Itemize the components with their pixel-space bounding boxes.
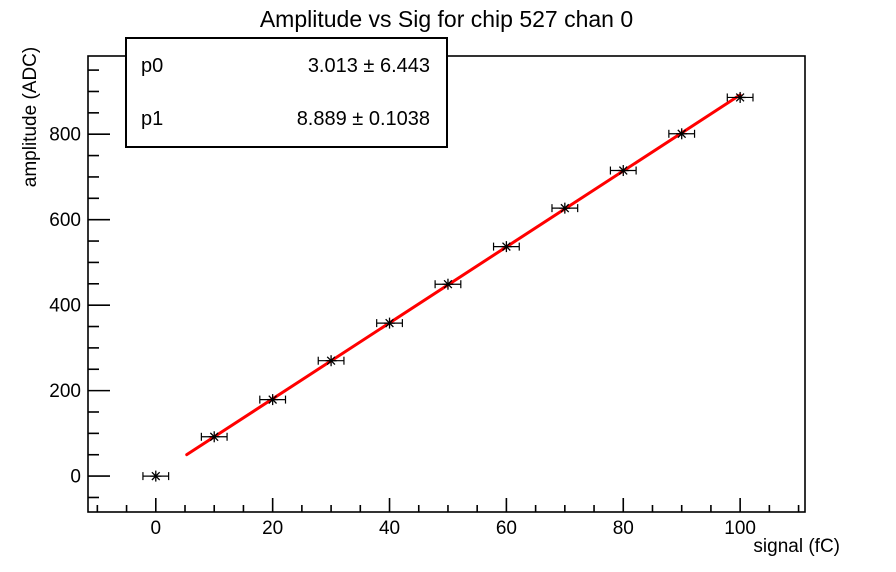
y-axis-tick-label: 400 [49, 296, 81, 317]
x-axis-tick-label: 60 [496, 518, 517, 539]
x-axis-tick-label: 0 [150, 518, 161, 539]
data-point [259, 394, 287, 406]
marker-asterisk [677, 129, 687, 139]
x-axis-tick-label: 100 [724, 518, 756, 539]
marker-asterisk [209, 432, 219, 442]
stat-param-value: 8.889 ± 0.1038 [296, 108, 430, 131]
y-axis-title: amplitude (ADC) [20, 46, 41, 188]
data-point [317, 355, 345, 367]
data-point [551, 202, 579, 214]
y-axis-tick-label: 800 [49, 125, 81, 146]
chart-title: Amplitude vs Sig for chip 527 chan 0 [259, 6, 634, 32]
fit-line [185, 93, 742, 457]
marker-asterisk [268, 395, 278, 404]
stat-param-name: p1 [141, 108, 164, 131]
data-point [142, 470, 170, 482]
stat-param-value: 3.013 ± 6.443 [307, 54, 430, 77]
y-axis-tick-label: 200 [49, 381, 81, 402]
y-axis-tick-label: 600 [49, 210, 81, 231]
x-axis-title: signal (fC) [753, 536, 840, 557]
marker-asterisk [443, 279, 453, 289]
x-axis-tick-label: 20 [262, 518, 283, 539]
data-point [434, 278, 462, 290]
data-point [492, 241, 520, 253]
x-axis-tick-label: 40 [379, 518, 400, 539]
data-point [376, 317, 403, 329]
data-point [609, 165, 637, 177]
data-point [668, 128, 696, 140]
x-axis-tick-label: 80 [613, 518, 634, 539]
marker-asterisk [326, 356, 336, 366]
data-point [726, 91, 754, 103]
y-axis-tick-label: 0 [70, 467, 81, 488]
marker-asterisk [502, 242, 511, 251]
stat-row: p0 3.013 ± 6.443 [127, 56, 446, 76]
data-point [200, 431, 228, 443]
stat-param-name: p0 [141, 54, 164, 77]
marker-asterisk [385, 318, 394, 328]
marker-asterisk [560, 203, 570, 213]
marker-asterisk [151, 471, 161, 481]
stat-row: p1 8.889 ± 0.1038 [127, 109, 446, 129]
marker-asterisk [618, 166, 628, 175]
fit-stats-box: p0 3.013 ± 6.443 p1 8.889 ± 0.1038 [125, 37, 448, 148]
marker-asterisk [735, 93, 745, 102]
